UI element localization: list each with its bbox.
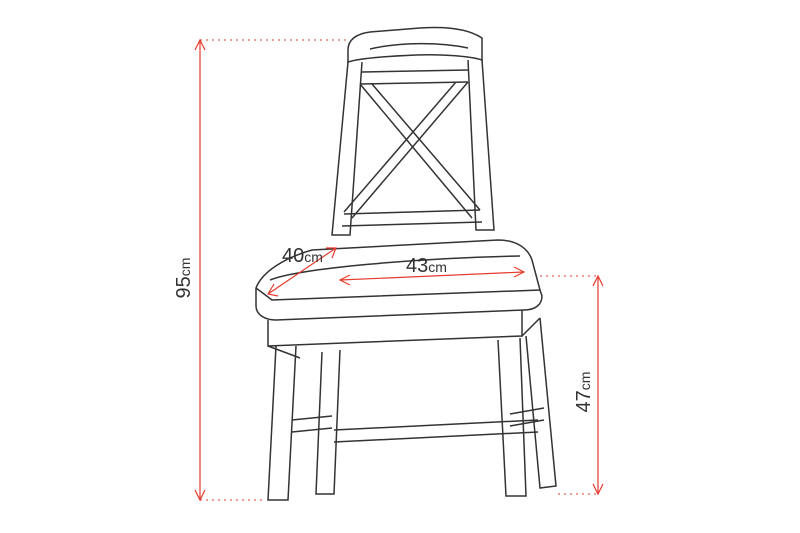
svg-text:95cm: 95cm: [173, 258, 195, 299]
dim-seat-width-unit: cm: [428, 259, 447, 275]
dim-height-total-unit: cm: [177, 258, 193, 277]
chair-dimension-diagram: 95cm 47cm 43cm: [0, 0, 800, 533]
dim-seat-depth-value: 40: [282, 245, 304, 267]
dim-height-total-value: 95: [173, 276, 195, 298]
svg-text:43cm: 43cm: [406, 255, 447, 277]
dimensions: 95cm 47cm 43cm: [173, 40, 603, 500]
dim-seat-height-value: 47: [573, 390, 595, 412]
diagram-stage: 95cm 47cm 43cm: [0, 0, 800, 533]
svg-text:40cm: 40cm: [282, 245, 323, 267]
svg-text:47cm: 47cm: [573, 372, 595, 413]
dim-seat-height: 47cm: [540, 276, 603, 494]
dim-seat-height-unit: cm: [577, 372, 593, 391]
dim-seat-width: 43cm: [340, 255, 524, 285]
dim-seat-depth: 40cm: [268, 245, 336, 296]
dim-seat-depth-unit: cm: [304, 249, 323, 265]
dim-seat-width-value: 43: [406, 255, 428, 277]
